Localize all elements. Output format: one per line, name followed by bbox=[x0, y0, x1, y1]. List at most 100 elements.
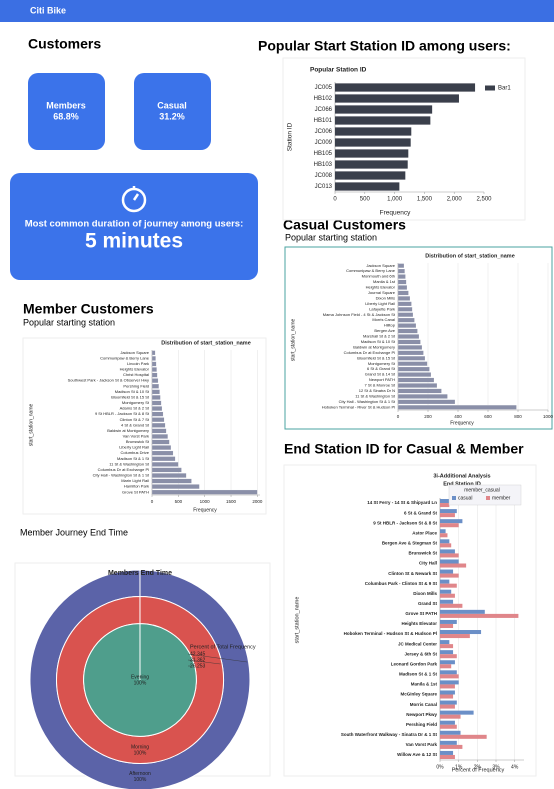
app-title[interactable]: Citi Bike bbox=[30, 5, 66, 15]
bar bbox=[440, 644, 454, 649]
bar bbox=[151, 439, 170, 445]
bar bbox=[335, 105, 433, 114]
bar bbox=[151, 428, 167, 434]
legend-title: Percent of Total Frequency bbox=[190, 644, 256, 650]
y-tick-label: HB101 bbox=[314, 118, 333, 124]
bar bbox=[151, 367, 157, 372]
bar bbox=[397, 268, 405, 274]
bar bbox=[440, 754, 455, 759]
y-tick-label: Madison St & 10 St bbox=[115, 389, 150, 394]
y-tick-label: JC066 bbox=[315, 107, 333, 113]
bar bbox=[397, 296, 411, 301]
bar bbox=[151, 461, 179, 467]
y-tick-label: Morris Canal bbox=[372, 317, 395, 322]
y-tick-label: 12 St & Sinatra Dr N bbox=[359, 388, 395, 393]
y-tick-label: Clinton St & Newark St bbox=[388, 571, 437, 576]
y-tick-label: Madison St & 1 St bbox=[399, 672, 438, 677]
y-tick-label: Communipaw & Berry Lane bbox=[346, 268, 396, 273]
x-tick-label: 200 bbox=[424, 414, 432, 419]
y-tick-label: JC013 bbox=[315, 184, 333, 190]
y-axis-label: start_station_name bbox=[28, 404, 34, 447]
y-tick-label: Columbus Drive bbox=[121, 450, 150, 455]
bar bbox=[151, 473, 187, 478]
x-tick-label: 500 bbox=[360, 197, 371, 203]
bar bbox=[397, 361, 428, 366]
legend-title: member_casual bbox=[464, 487, 500, 493]
y-tick-label: Columbus Dr at Exchange Pl bbox=[344, 350, 395, 355]
ring-label: Afternoon bbox=[129, 771, 151, 777]
bar bbox=[335, 116, 431, 125]
bar bbox=[151, 350, 156, 356]
kpi-label: Casual bbox=[157, 100, 187, 110]
header-bar bbox=[0, 0, 554, 22]
bar bbox=[397, 394, 448, 399]
bar bbox=[397, 334, 420, 339]
y-tick-label: Grand St & 14 St bbox=[365, 372, 396, 377]
section-title: Casual Customers bbox=[283, 217, 406, 233]
bar bbox=[397, 345, 423, 350]
bar bbox=[151, 378, 159, 384]
bar bbox=[440, 533, 448, 538]
y-tick-label: 4 St & Grand St bbox=[121, 422, 150, 427]
y-tick-label: Bergen Ave bbox=[374, 328, 395, 333]
chart-panel bbox=[283, 464, 537, 777]
bar bbox=[440, 603, 463, 608]
x-tick-label: 1,500 bbox=[417, 197, 433, 203]
y-tick-label: JC006 bbox=[315, 129, 333, 135]
y-tick-label: Marshall St & 2 St bbox=[363, 334, 396, 339]
section-title: Customers bbox=[28, 36, 101, 52]
y-tick-label: Grand St bbox=[418, 601, 438, 606]
bar bbox=[440, 694, 454, 699]
y-tick-label: 11 St & Washington St bbox=[109, 461, 150, 466]
y-tick-label: Montgomery St bbox=[122, 400, 150, 405]
y-tick-label: Heights Elevator bbox=[366, 285, 396, 290]
bar bbox=[397, 339, 421, 345]
x-axis-label: Frequency bbox=[193, 507, 217, 513]
duration-value: 5 minutes bbox=[85, 230, 183, 253]
y-tick-label: Jackson Square bbox=[366, 263, 395, 268]
chart-subtitle: End Station ID bbox=[443, 481, 481, 487]
bar bbox=[151, 478, 192, 484]
bar bbox=[397, 285, 408, 290]
bar bbox=[440, 563, 467, 568]
kpi-card bbox=[134, 73, 211, 150]
leader-line bbox=[187, 653, 248, 663]
bar bbox=[440, 569, 454, 574]
bar bbox=[440, 750, 454, 755]
y-tick-label: City Hall - Washington St & 1 St bbox=[93, 473, 150, 478]
ring-label: Morning bbox=[131, 744, 149, 750]
legend-swatch bbox=[452, 496, 456, 500]
x-tick-label: 0% bbox=[436, 764, 444, 770]
legend-swatch bbox=[485, 85, 495, 91]
bar bbox=[397, 307, 413, 312]
bar bbox=[440, 630, 482, 635]
y-tick-label: Jackson Square bbox=[120, 350, 149, 355]
y-tick-label: 9 St HBLR - Jackson St & 8 St bbox=[373, 520, 437, 525]
y-tick-label: Hoboken Terminal - River St & Hudson Pl bbox=[322, 404, 395, 409]
bar bbox=[335, 149, 409, 158]
legend-label: casual bbox=[458, 495, 472, 501]
bar bbox=[440, 634, 470, 639]
y-tick-label: Monmouth and 6th bbox=[362, 274, 395, 279]
bar bbox=[440, 503, 450, 508]
bar bbox=[440, 583, 457, 588]
bar bbox=[151, 395, 161, 400]
bar bbox=[440, 519, 463, 524]
bar bbox=[151, 489, 258, 495]
y-tick-label: Madison St & 1 St bbox=[117, 456, 150, 461]
bar bbox=[440, 680, 459, 685]
y-tick-label: JC Medical Center bbox=[398, 641, 437, 646]
y-tick-label: HB105 bbox=[314, 151, 333, 157]
legend-swatch bbox=[486, 496, 490, 500]
y-tick-label: HB103 bbox=[314, 162, 333, 168]
bar bbox=[397, 263, 405, 268]
bar bbox=[440, 690, 455, 695]
y-tick-label: Southwest Park - Jackson St & Observer H… bbox=[68, 378, 149, 383]
section-title: Popular Start Station ID among users: bbox=[258, 38, 511, 54]
y-tick-label: Bergen Ave & Stegman St bbox=[382, 541, 438, 546]
y-tick-label: Van Vorst Park bbox=[406, 742, 438, 747]
y-tick-label: Grove St PATH bbox=[122, 489, 149, 494]
y-tick-label: 7 St & Monroe St bbox=[365, 383, 396, 388]
y-tick-label: Adams St & 2 St bbox=[120, 406, 150, 411]
